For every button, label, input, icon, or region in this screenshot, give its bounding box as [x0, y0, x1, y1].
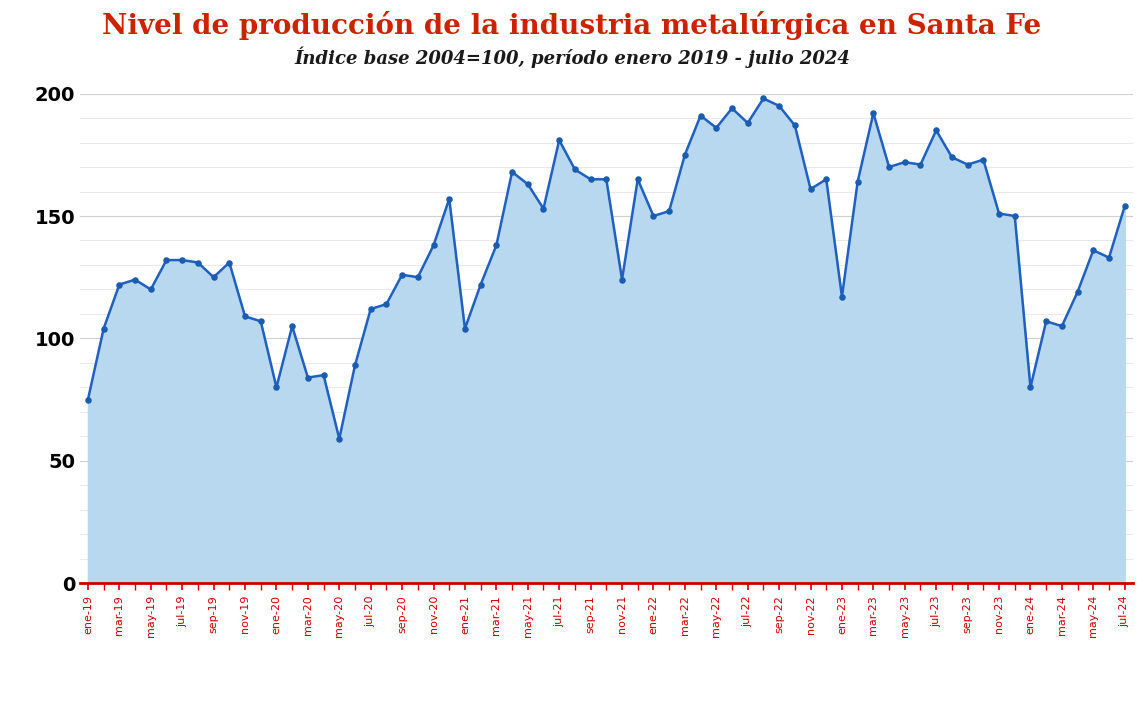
Point [581, 174, 599, 185]
Point [110, 279, 128, 290]
Point [408, 271, 427, 283]
Point [220, 257, 238, 269]
Point [1052, 320, 1071, 332]
Point [864, 107, 882, 119]
Point [644, 210, 662, 222]
Point [802, 184, 820, 195]
Point [975, 154, 993, 166]
Point [770, 100, 788, 112]
Point [990, 208, 1008, 220]
Point [378, 298, 396, 310]
Point [283, 320, 301, 332]
Point [471, 279, 490, 290]
Point [345, 359, 364, 371]
Point [660, 205, 678, 217]
Point [896, 156, 914, 168]
Point [424, 240, 443, 251]
Point [786, 120, 804, 131]
Point [1022, 382, 1040, 393]
Point [518, 179, 537, 190]
Point [566, 163, 585, 175]
Point [158, 254, 176, 266]
Point [392, 269, 411, 281]
Point [912, 159, 930, 171]
Point [1099, 252, 1118, 264]
Point [1036, 315, 1055, 327]
Point [173, 254, 191, 266]
Point [550, 135, 569, 146]
Point [362, 303, 380, 315]
Point [205, 271, 223, 283]
Point [1085, 245, 1103, 256]
Point [79, 394, 97, 405]
Point [707, 122, 725, 134]
Point [1068, 286, 1087, 297]
Point [189, 257, 207, 269]
Point [943, 151, 961, 163]
Point [236, 310, 254, 322]
Point [754, 93, 772, 104]
Point [299, 372, 317, 383]
Point [126, 274, 144, 285]
Point [959, 159, 977, 171]
Point [1006, 210, 1024, 222]
Point [723, 102, 741, 114]
Point [628, 174, 646, 185]
Point [833, 291, 851, 302]
Text: Índice base 2004=100, período enero 2019 - julio 2024: Índice base 2004=100, período enero 2019… [294, 47, 850, 68]
Point [440, 193, 459, 204]
Text: Nivel de producción de la industria metalúrgica en Santa Fe: Nivel de producción de la industria meta… [102, 11, 1042, 40]
Point [534, 203, 553, 215]
Point [849, 176, 867, 187]
Point [252, 315, 270, 327]
Point [1115, 200, 1134, 212]
Point [676, 149, 694, 161]
Point [142, 284, 160, 295]
Point [597, 174, 615, 185]
Point [739, 117, 757, 129]
Point [315, 369, 333, 381]
Point [331, 433, 349, 444]
Point [817, 174, 835, 185]
Point [880, 161, 898, 173]
Point [268, 382, 286, 393]
Point [613, 274, 631, 285]
Point [487, 240, 506, 251]
Point [927, 125, 945, 136]
Point [455, 323, 474, 334]
Point [503, 166, 522, 178]
Point [95, 323, 113, 334]
Point [691, 110, 709, 122]
